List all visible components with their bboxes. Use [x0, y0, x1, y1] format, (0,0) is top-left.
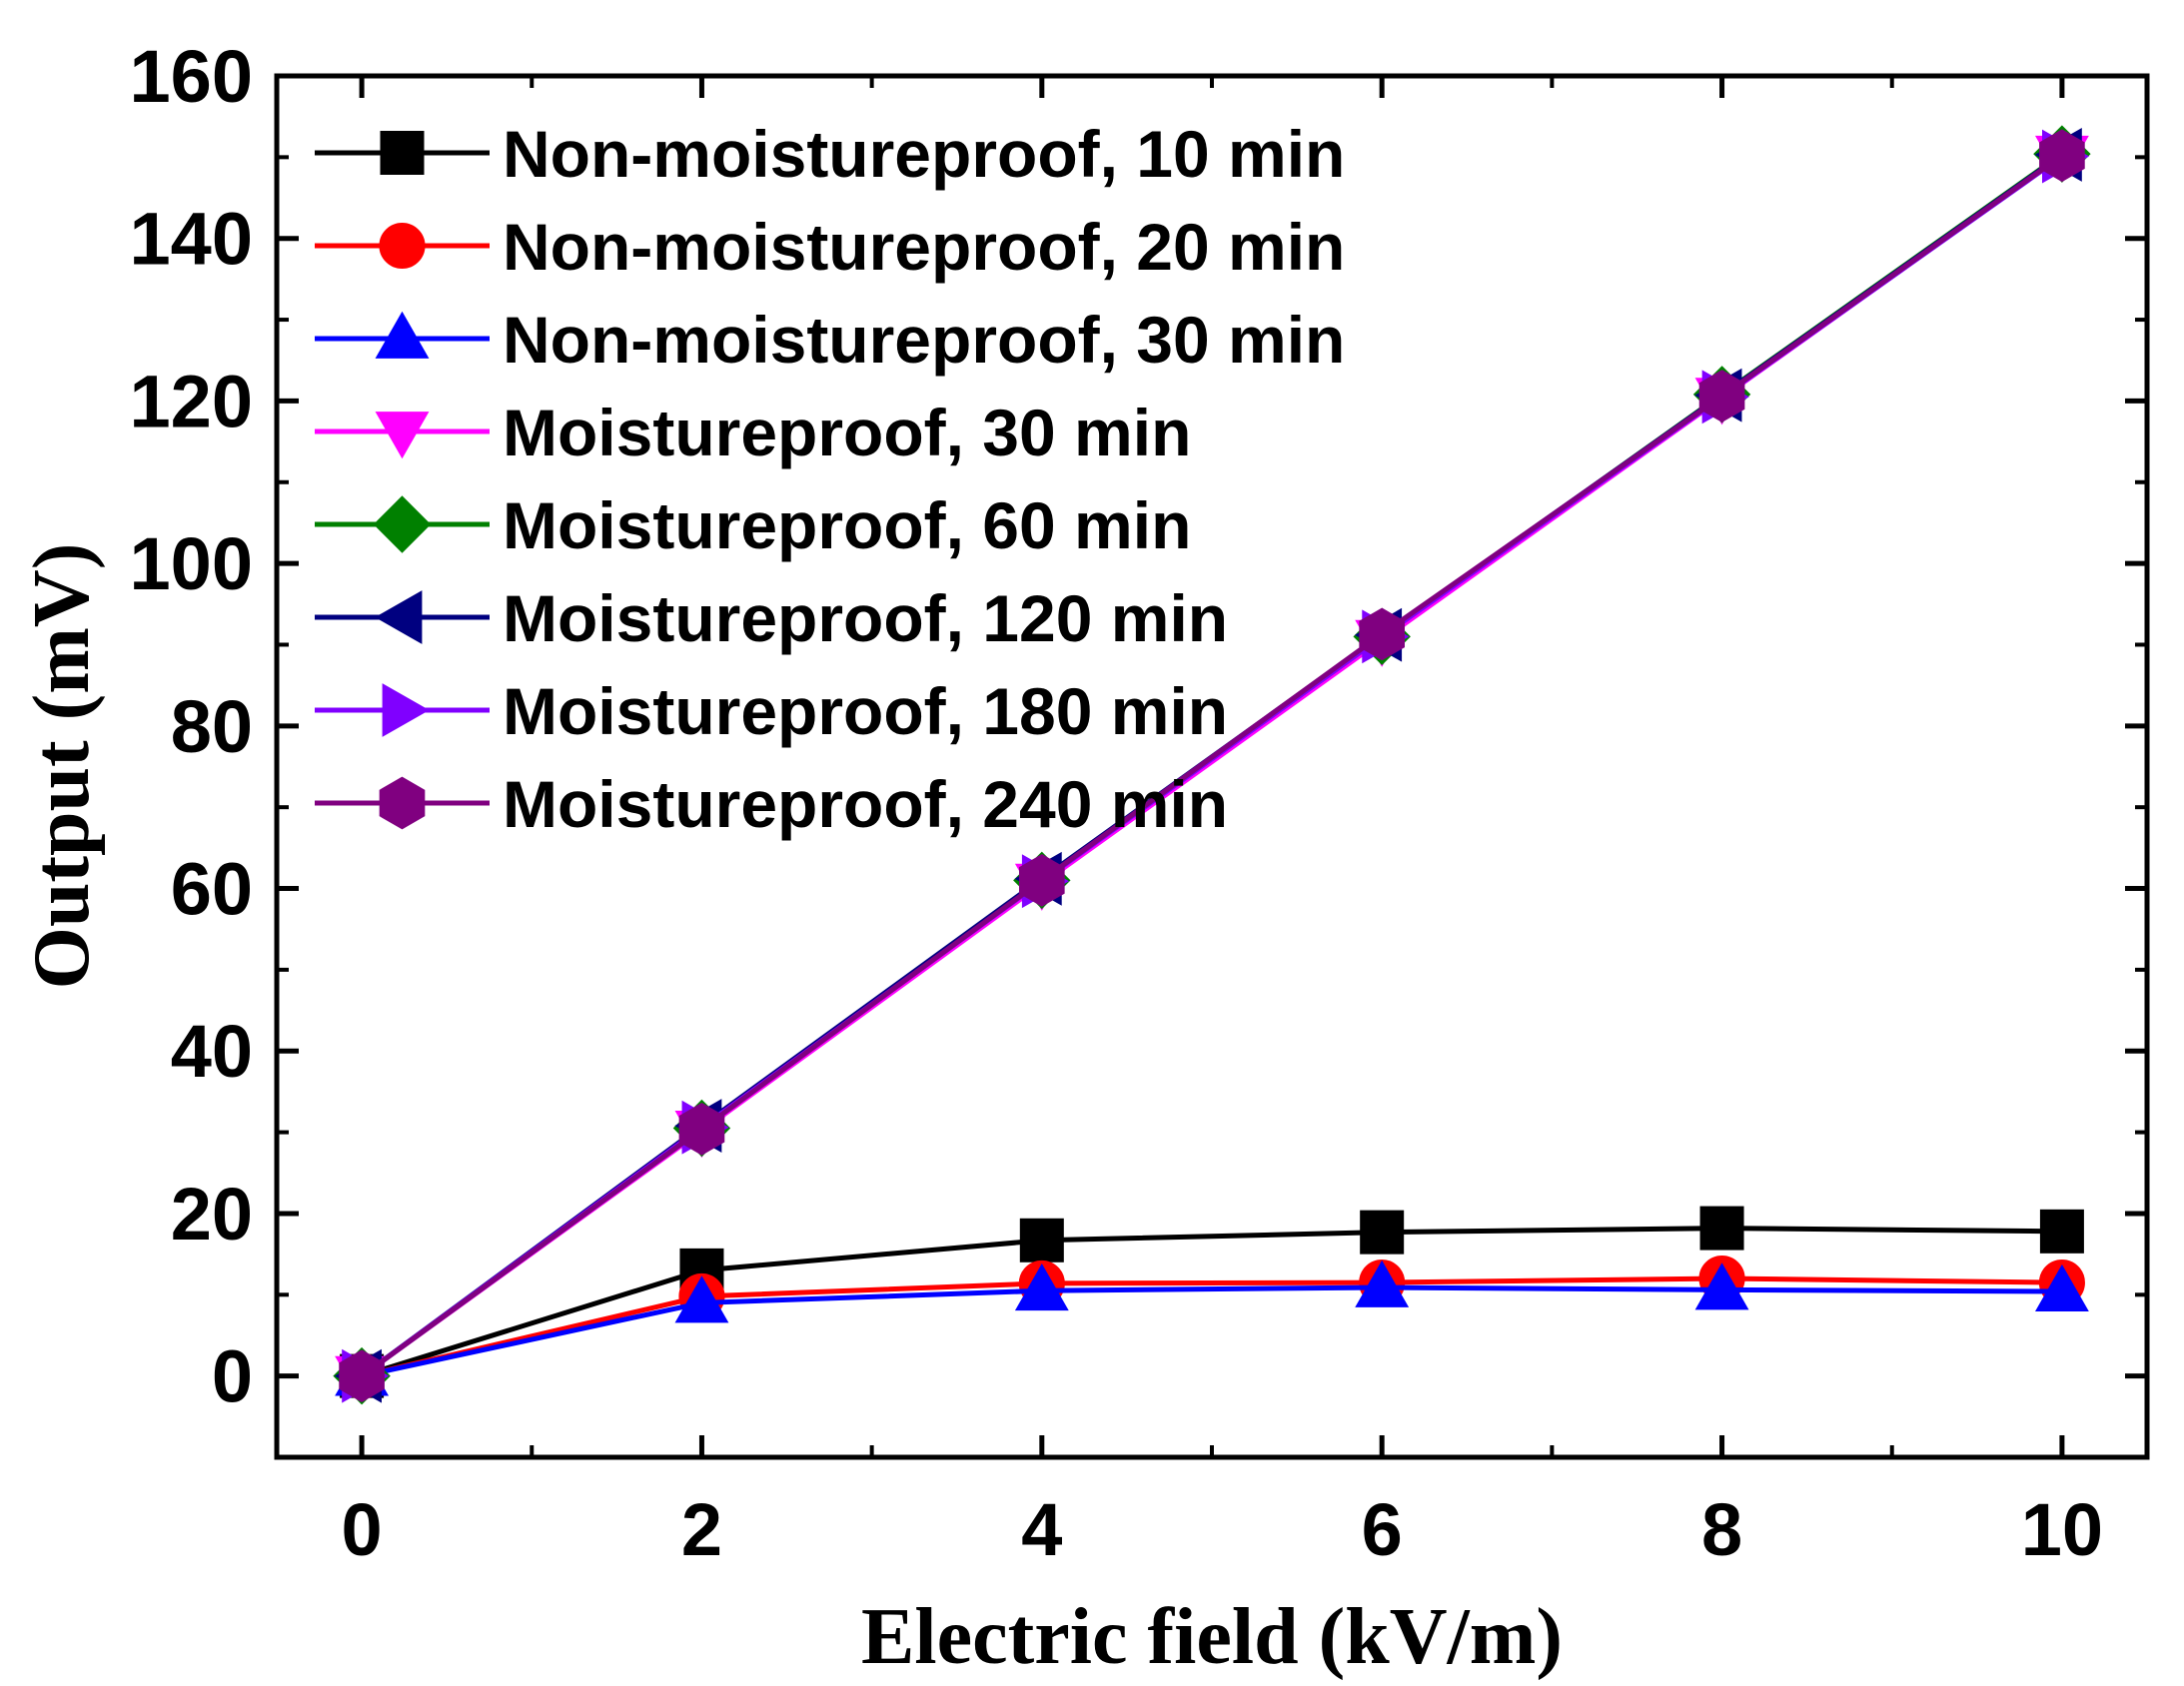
legend-label: Moistureproof, 60 min [503, 488, 1191, 562]
data-point [2034, 1264, 2089, 1311]
data-point [1018, 854, 1065, 907]
legend-marker [382, 683, 430, 737]
legend-marker [379, 776, 426, 830]
legend-label: Moistureproof, 180 min [503, 674, 1228, 748]
series-layer [333, 125, 2091, 1405]
x-tick-label: 8 [1701, 1488, 1742, 1571]
series-line [360, 153, 2064, 1378]
data-point [1698, 370, 1745, 422]
legend-item: Moistureproof, 180 min [315, 674, 1228, 748]
legend-item: Non-moistureproof, 30 min [315, 303, 1345, 377]
y-tick-label: 80 [171, 685, 253, 768]
x-tick-label: 6 [1362, 1488, 1403, 1571]
x-tick-label: 2 [681, 1488, 722, 1571]
legend-label: Non-moistureproof, 10 min [503, 117, 1345, 191]
y-tick-label: 100 [130, 522, 253, 605]
y-tick-label: 60 [171, 848, 253, 931]
x-tick-label: 0 [342, 1488, 383, 1571]
legend-marker [375, 590, 423, 644]
legend-marker [373, 495, 432, 553]
legend-item: Moistureproof, 120 min [315, 581, 1228, 655]
legend-marker [379, 222, 426, 270]
data-point [1694, 1263, 1749, 1310]
legend-marker [380, 131, 425, 175]
legend-item: Moistureproof, 60 min [315, 488, 1191, 562]
legend-label: Moistureproof, 120 min [503, 581, 1228, 655]
legend-label: Moistureproof, 30 min [503, 396, 1191, 469]
legend: Non-moistureproof, 10 min Non-moisturepro… [315, 117, 1345, 841]
y-tick-label: 160 [130, 35, 253, 118]
legend-item: Non-moistureproof, 20 min [315, 210, 1345, 284]
legend-label: Non-moistureproof, 30 min [503, 303, 1345, 377]
data-point [1699, 1206, 1744, 1251]
x-tick-label: 10 [2021, 1488, 2103, 1571]
series-7 [339, 129, 2085, 1403]
legend-item: Moistureproof, 30 min [315, 396, 1191, 469]
legend-label: Moistureproof, 240 min [503, 767, 1228, 841]
series-1 [339, 1255, 2085, 1399]
series-line [361, 1284, 2062, 1379]
series-0 [340, 1206, 2084, 1398]
legend-item: Moistureproof, 240 min [315, 767, 1228, 841]
series-line [361, 1226, 2062, 1379]
data-point [1355, 1260, 1410, 1307]
y-axis-title: Output (mV) [18, 543, 106, 990]
data-point [1360, 1210, 1405, 1255]
data-point [1019, 1218, 1064, 1263]
legend-marker [375, 412, 430, 459]
x-axis-title: Electric field (kV/m) [861, 1593, 1563, 1681]
y-tick-label: 140 [130, 198, 253, 281]
data-point [674, 1275, 729, 1323]
data-point [678, 1102, 725, 1156]
legend-item: Non-moistureproof, 10 min [315, 117, 1345, 191]
data-point [1014, 1264, 1069, 1311]
data-point [339, 1349, 385, 1403]
y-tick-label: 20 [171, 1173, 253, 1256]
series-line [361, 1275, 2062, 1379]
data-point [2039, 1209, 2084, 1254]
legend-marker [375, 311, 430, 359]
x-tick-label: 4 [1021, 1488, 1062, 1571]
data-point [2039, 129, 2085, 183]
y-tick-label: 40 [171, 1010, 253, 1093]
y-tick-label: 0 [212, 1335, 253, 1418]
legend-label: Non-moistureproof, 20 min [503, 210, 1345, 284]
y-tick-label: 120 [130, 360, 253, 442]
data-point [1359, 607, 1406, 661]
